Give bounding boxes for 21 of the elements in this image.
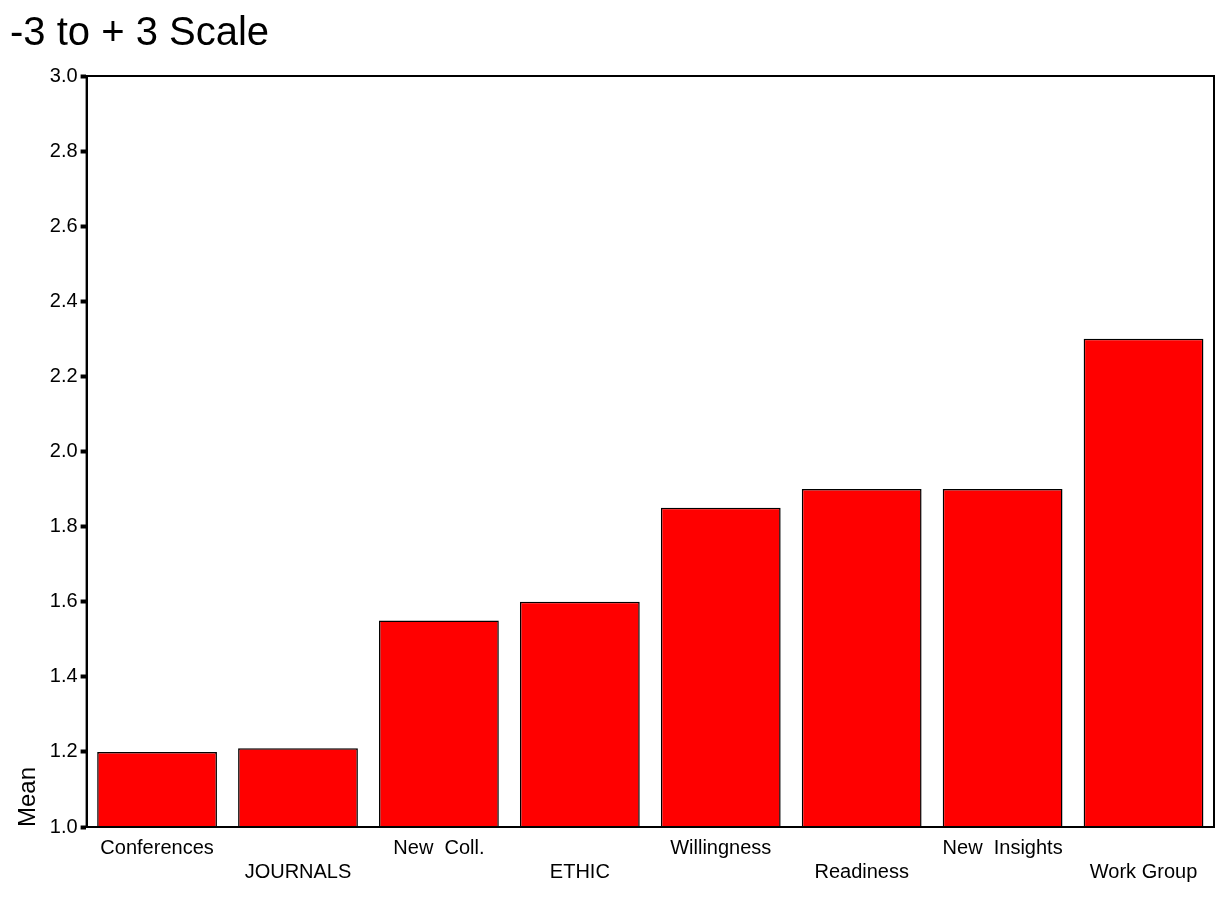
- x-tick-label: Readiness: [814, 859, 909, 882]
- x-tick-label: New Insights: [942, 835, 1063, 858]
- y-tick-label: 1.2: [49, 739, 78, 762]
- y-axis-title: Mean: [13, 766, 41, 827]
- x-tick-label: New Coll.: [393, 835, 485, 858]
- y-tick-label: 1.8: [49, 514, 78, 537]
- y-tick-label: 2.0: [49, 439, 78, 462]
- y-tick-label: 3.0: [49, 63, 78, 86]
- y-tick-label: 2.8: [49, 138, 78, 161]
- y-tick-label: 1.4: [49, 664, 78, 687]
- y-tick-label: 1.0: [49, 814, 78, 837]
- x-tick-label: ETHIC: [549, 859, 610, 882]
- x-tick-label: Willingness: [670, 835, 772, 858]
- x-tick-label: Work Group: [1089, 859, 1198, 882]
- y-tick-label: 1.6: [49, 589, 78, 612]
- x-tick-label: Conferences: [100, 835, 214, 858]
- x-tick-label: JOURNALS: [244, 859, 352, 882]
- y-tick-label: 2.2: [49, 363, 78, 386]
- y-tick-label: 2.4: [49, 288, 78, 311]
- chart-title: -3 to + 3 Scale: [10, 9, 270, 54]
- y-tick-label: 2.6: [49, 213, 78, 236]
